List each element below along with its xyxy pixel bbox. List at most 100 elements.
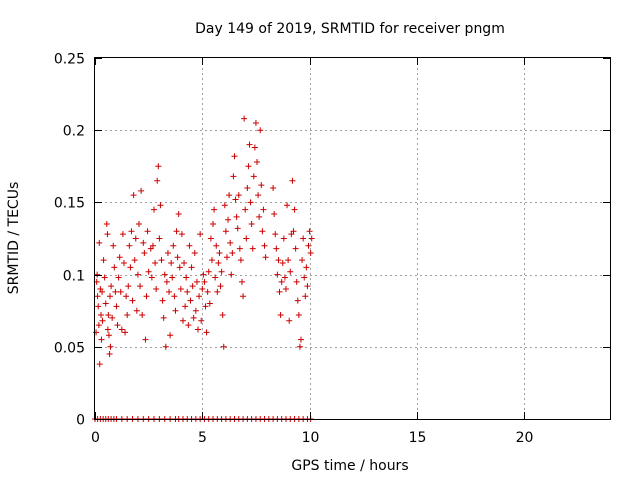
data-point	[179, 317, 186, 324]
data-point	[201, 278, 208, 285]
data-point	[295, 312, 302, 319]
data-point	[164, 249, 171, 256]
data-point	[259, 228, 266, 235]
data-point	[178, 231, 185, 238]
grid-layer	[95, 58, 610, 419]
data-point	[299, 257, 306, 264]
data-point	[237, 257, 244, 264]
data-point	[231, 153, 238, 160]
data-point	[155, 163, 162, 170]
data-point	[236, 245, 243, 252]
data-point	[192, 307, 199, 314]
data-point	[115, 274, 122, 281]
data-point	[286, 317, 293, 324]
data-point	[134, 271, 141, 278]
x-tick-label: 15	[409, 430, 427, 446]
data-point	[277, 312, 284, 319]
data-point	[96, 239, 103, 246]
y-tick-label: 0.15	[54, 196, 85, 212]
data-point	[306, 228, 313, 235]
chart-title: Day 149 of 2019, SRMTID for receiver png…	[195, 21, 505, 37]
data-point	[244, 184, 251, 191]
data-point	[107, 343, 114, 350]
x-tick-label: 10	[302, 430, 320, 446]
data-point	[220, 343, 227, 350]
data-point	[274, 271, 281, 278]
data-point	[126, 242, 133, 249]
data-point	[171, 293, 178, 300]
data-point	[215, 260, 222, 267]
data-point	[154, 177, 161, 184]
y-axis-label: SRMTID / TECUs	[6, 182, 22, 295]
data-point	[307, 249, 314, 256]
data-point	[149, 242, 156, 249]
data-point	[125, 283, 132, 290]
data-point	[230, 173, 237, 180]
data-point	[301, 274, 308, 281]
data-point	[235, 192, 242, 199]
data-point	[159, 297, 166, 304]
data-point	[99, 288, 106, 295]
data-point	[308, 235, 315, 242]
data-point	[240, 293, 247, 300]
data-point	[138, 187, 145, 194]
data-point	[207, 235, 214, 242]
data-point	[276, 288, 283, 295]
data-point	[221, 202, 228, 209]
data-point	[112, 288, 119, 295]
data-point	[160, 314, 167, 321]
data-point	[104, 326, 111, 333]
data-point	[251, 144, 258, 151]
data-point	[95, 303, 102, 310]
data-point	[298, 336, 304, 343]
data-point	[172, 307, 179, 314]
data-point	[151, 206, 158, 213]
y-tick-label: 0	[76, 413, 85, 429]
data-point	[292, 245, 299, 252]
data-point	[294, 297, 301, 304]
data-point	[197, 231, 204, 238]
x-tick-label: 5	[198, 430, 207, 446]
data-point	[255, 192, 262, 199]
data-point	[223, 254, 230, 261]
data-point	[226, 192, 233, 199]
data-point	[296, 343, 303, 350]
data-point	[156, 235, 163, 242]
data-point	[238, 278, 245, 285]
data-point	[218, 268, 225, 275]
y-tick-label: 0.05	[54, 341, 85, 357]
y-tick-label: 0.1	[63, 269, 85, 285]
data-point	[152, 260, 159, 267]
data-point	[256, 213, 263, 220]
data-point	[169, 274, 176, 281]
data-point	[168, 260, 175, 267]
data-point	[222, 228, 229, 235]
data-point	[102, 300, 109, 307]
data-point	[241, 115, 248, 122]
data-point	[127, 264, 134, 271]
data-point	[199, 286, 206, 293]
data-point	[137, 283, 144, 290]
data-point	[162, 343, 169, 350]
data-point	[188, 264, 195, 271]
data-point	[247, 199, 254, 206]
data-point	[108, 283, 115, 290]
data-point	[302, 293, 309, 300]
data-point	[214, 288, 221, 295]
data-point	[184, 288, 191, 295]
data-point	[206, 300, 213, 307]
data-point	[212, 274, 219, 281]
data-point	[182, 303, 189, 310]
data-point	[225, 216, 232, 223]
data-point	[153, 286, 160, 293]
data-point	[293, 278, 300, 285]
data-point	[272, 231, 279, 238]
data-point	[98, 312, 105, 319]
data-point	[139, 312, 146, 319]
data-point	[119, 231, 126, 238]
data-point	[135, 221, 142, 228]
data-point	[280, 235, 287, 242]
data-point	[261, 242, 268, 249]
data-point	[176, 264, 183, 271]
data-point	[161, 271, 168, 278]
